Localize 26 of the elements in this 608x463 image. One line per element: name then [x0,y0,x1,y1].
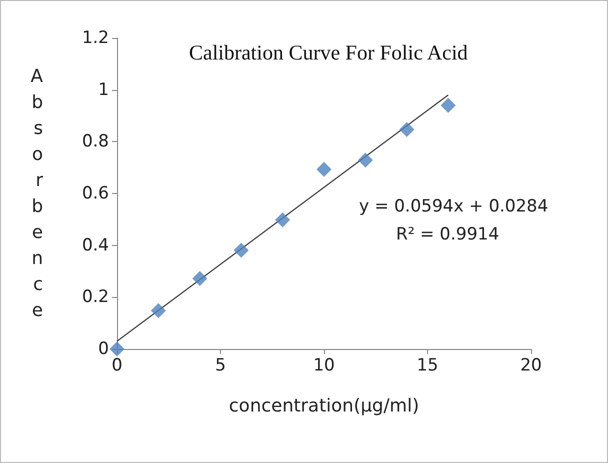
x-tick-label: 10 [313,356,335,376]
point [150,303,166,318]
y-tick-label: 1 [98,80,109,100]
point [358,152,373,168]
point [192,271,208,286]
y-tick-label: 0.2 [82,287,109,308]
y-tick-label: 0.4 [82,235,109,256]
point [440,98,456,113]
annotation: R² = 0.9914 [396,224,500,244]
x-tick-label: 20 [520,356,542,376]
y-tick-label: 1.2 [82,28,109,48]
point [275,212,290,228]
x-tick-label: 5 [215,356,226,376]
text: Absorbence [30,66,43,321]
y-tick-label: 0.6 [82,184,109,204]
annotation: y = 0.0594x + 0.0284 [358,196,548,216]
point [234,242,249,258]
point [316,162,332,177]
y-tick-label: 0 [98,339,109,359]
chart-title: Calibration Curve For Folic Acid [189,40,468,64]
y-tick-label: 0.8 [82,132,109,152]
x-tick-label: 15 [416,356,438,376]
x-tick-label: 0 [112,356,122,376]
point [110,342,124,356]
point [399,122,414,137]
x-axis-title: concentration(µg/ml) [228,396,420,416]
